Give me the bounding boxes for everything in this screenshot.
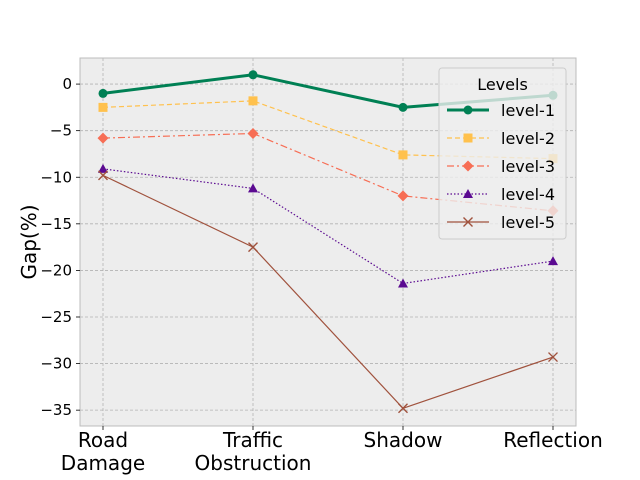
x-tick-label: Reflection [503,428,603,452]
data-point-triangle [398,278,408,288]
data-point-circle [398,102,408,112]
data-point-x [398,403,408,414]
y-tick-label: −10 [40,168,72,186]
data-point-diamond [462,160,474,172]
x-tick-label: Road Damage [61,428,145,475]
plot-frame [79,57,577,427]
legend-label: level-5 [501,213,555,232]
series-level-4 [98,163,558,288]
data-point-diamond [247,127,259,139]
y-axis-label: Gap(%) [17,204,41,279]
data-point-square [248,96,258,106]
data-point-triangle [548,256,558,266]
legend-label: level-2 [501,129,555,148]
data-point-x [463,217,473,227]
legend-label: level-3 [501,157,555,176]
series-level-5 [98,170,558,414]
legend-entry: level-2 [447,129,555,148]
y-tick-label: −25 [40,308,72,326]
y-tick-label: 0 [62,75,72,93]
data-point-x [98,170,108,181]
data-point-x [548,352,558,363]
y-axis: 0 −5 −10 −15 −20 −25 −30 −35 [40,75,80,419]
data-point-triangle [248,183,258,193]
x-axis: Road Damage Traffic Obstruction Shadow Reflec… [61,426,603,475]
y-tick-label: −30 [40,355,72,373]
y-tick-label: −5 [50,122,72,140]
data-point-diamond [397,190,409,202]
data-point-x [248,242,258,253]
x-tick-label: Shadow [364,428,443,452]
series-line [102,174,554,409]
y-tick-label: −20 [40,261,72,279]
data-point-diamond [97,132,109,144]
data-point-square [463,133,473,143]
series-line [102,132,554,212]
data-point-square [98,102,108,112]
x-tick-label: Traffic Obstruction [195,428,312,475]
data-point-triangle [463,189,473,198]
data-point-circle [463,105,473,115]
data-point-circle [248,70,258,80]
legend-title: Levels [477,75,528,94]
legend-label: level-4 [501,185,555,204]
legend-entry: level-5 [447,213,555,232]
legend-entry: level-3 [447,157,555,176]
legend-entry: level-1 [447,101,555,120]
y-tick-label: −35 [40,401,72,419]
y-tick-label: −15 [40,215,72,233]
legend-entry: level-4 [447,185,555,204]
legend: Levels level-1 level-2 level-3 level-4 level-… [438,67,567,240]
legend-label: level-1 [501,101,555,120]
data-point-circle [98,88,108,98]
data-point-square [398,150,408,160]
data-point-triangle [98,163,108,173]
